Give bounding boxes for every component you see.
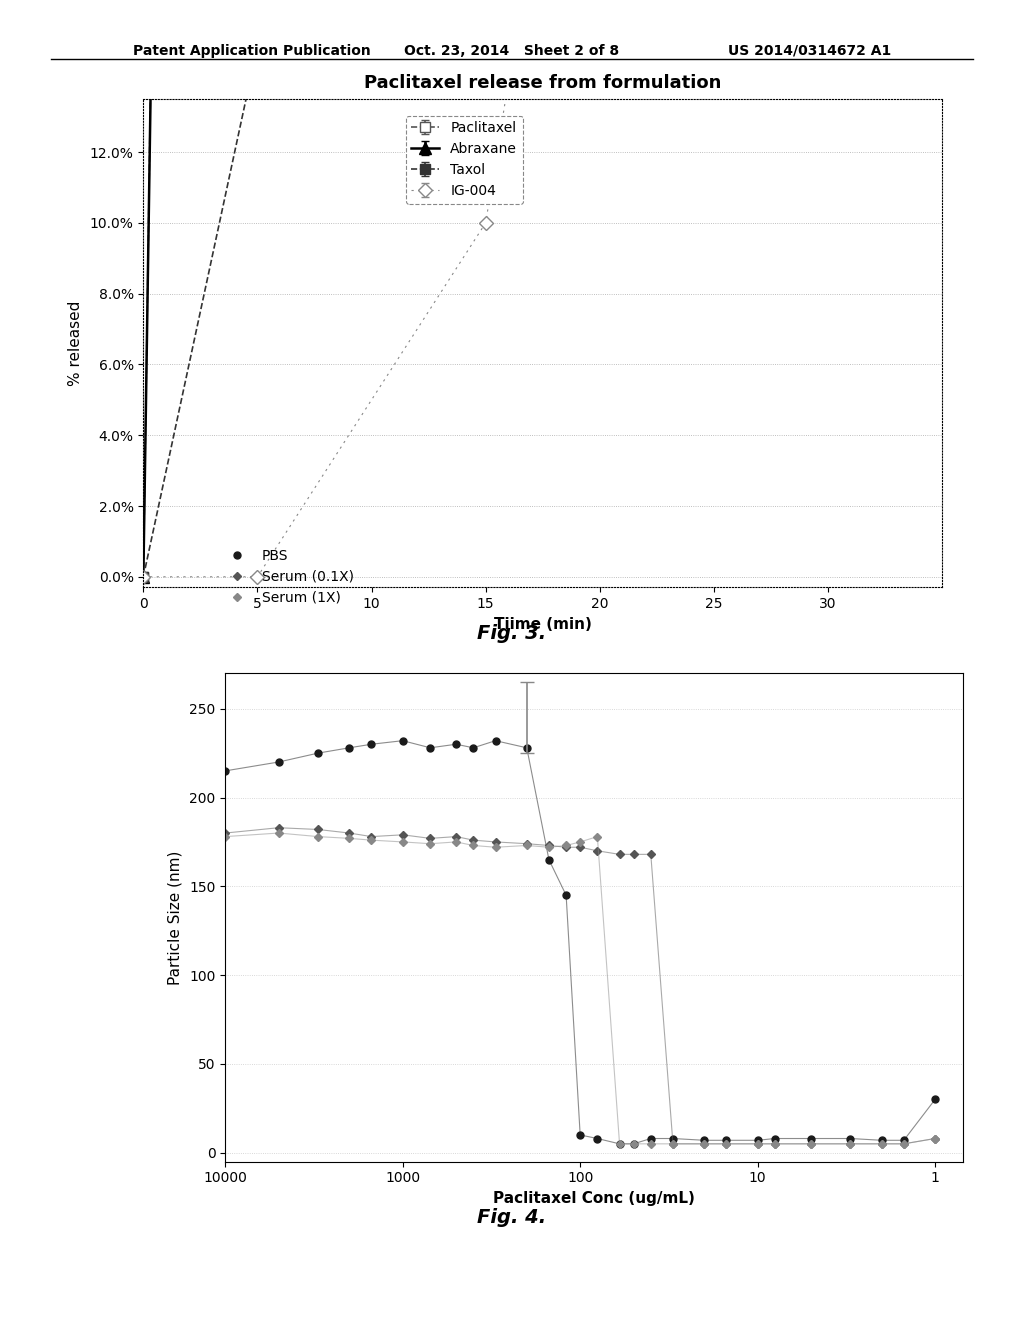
PBS <box>876 1133 888 1148</box>
Serum (1X) <box>898 1137 910 1152</box>
Y-axis label: % released: % released <box>68 301 83 385</box>
Serum (1X) <box>450 834 462 850</box>
Serum (0.1X) <box>876 1137 888 1152</box>
Serum (1X) <box>343 830 355 846</box>
Serum (1X) <box>769 1137 781 1152</box>
PBS <box>343 741 355 756</box>
PBS <box>467 741 479 756</box>
Serum (0.1X) <box>591 843 603 859</box>
X-axis label: Tiime (min): Tiime (min) <box>494 616 592 632</box>
Serum (1X) <box>698 1137 711 1152</box>
Serum (1X) <box>720 1137 732 1152</box>
PBS <box>560 887 572 903</box>
PBS <box>645 1131 657 1147</box>
PBS <box>424 741 436 756</box>
Line: PBS: PBS <box>222 737 939 1147</box>
Line: Serum (0.1X): Serum (0.1X) <box>222 825 938 1147</box>
Serum (1X) <box>613 1137 626 1152</box>
Serum (1X) <box>312 829 325 845</box>
PBS <box>272 754 285 770</box>
Serum (1X) <box>543 840 555 855</box>
Line: Serum (1X): Serum (1X) <box>222 830 938 1147</box>
Serum (0.1X) <box>844 1137 856 1152</box>
PBS <box>543 851 555 867</box>
X-axis label: Paclitaxel Conc (ug/mL): Paclitaxel Conc (ug/mL) <box>493 1191 695 1206</box>
Serum (0.1X) <box>752 1137 764 1152</box>
PBS <box>667 1131 679 1147</box>
Serum (0.1X) <box>312 821 325 837</box>
Serum (0.1X) <box>272 820 285 836</box>
Text: US 2014/0314672 A1: US 2014/0314672 A1 <box>728 44 891 58</box>
PBS <box>219 763 231 779</box>
Serum (0.1X) <box>219 825 231 841</box>
PBS <box>698 1133 711 1148</box>
Serum (0.1X) <box>467 832 479 847</box>
PBS <box>312 746 325 762</box>
Serum (1X) <box>876 1137 888 1152</box>
PBS <box>769 1131 781 1147</box>
Serum (0.1X) <box>769 1137 781 1152</box>
Serum (1X) <box>560 838 572 854</box>
PBS <box>396 733 409 748</box>
PBS <box>898 1133 910 1148</box>
Serum (1X) <box>752 1137 764 1152</box>
PBS <box>574 1127 587 1143</box>
Serum (0.1X) <box>667 1137 679 1152</box>
Serum (1X) <box>929 1131 941 1147</box>
PBS <box>591 1131 603 1147</box>
Serum (0.1X) <box>450 829 462 845</box>
Serum (0.1X) <box>628 846 640 862</box>
Legend: Paclitaxel, Abraxane, Taxol, IG-004: Paclitaxel, Abraxane, Taxol, IG-004 <box>406 116 523 203</box>
Serum (0.1X) <box>366 829 378 845</box>
PBS <box>844 1131 856 1147</box>
Title: Paclitaxel release from formulation: Paclitaxel release from formulation <box>365 74 721 92</box>
Serum (1X) <box>805 1137 817 1152</box>
Serum (1X) <box>574 834 587 850</box>
Serum (1X) <box>272 825 285 841</box>
Legend: PBS, Serum (0.1X), Serum (1X): PBS, Serum (0.1X), Serum (1X) <box>217 544 359 610</box>
Text: Oct. 23, 2014   Sheet 2 of 8: Oct. 23, 2014 Sheet 2 of 8 <box>404 44 620 58</box>
PBS <box>489 733 502 748</box>
Serum (1X) <box>489 840 502 855</box>
Serum (1X) <box>424 836 436 851</box>
Serum (1X) <box>628 1137 640 1152</box>
Serum (0.1X) <box>520 836 532 851</box>
PBS <box>520 741 532 756</box>
Text: Fig. 3.: Fig. 3. <box>477 624 547 643</box>
Serum (0.1X) <box>805 1137 817 1152</box>
Serum (0.1X) <box>343 825 355 841</box>
Serum (0.1X) <box>929 1131 941 1147</box>
Serum (0.1X) <box>424 830 436 846</box>
Serum (1X) <box>219 829 231 845</box>
PBS <box>805 1131 817 1147</box>
Serum (1X) <box>366 832 378 847</box>
Serum (1X) <box>520 838 532 854</box>
Y-axis label: Particle Size (nm): Particle Size (nm) <box>167 850 182 985</box>
Serum (0.1X) <box>898 1137 910 1152</box>
PBS <box>720 1133 732 1148</box>
Serum (0.1X) <box>698 1137 711 1152</box>
Serum (0.1X) <box>543 838 555 854</box>
PBS <box>366 737 378 752</box>
Serum (0.1X) <box>489 834 502 850</box>
Serum (0.1X) <box>645 846 657 862</box>
Serum (1X) <box>467 838 479 854</box>
Serum (0.1X) <box>574 840 587 855</box>
Serum (0.1X) <box>613 846 626 862</box>
Serum (0.1X) <box>560 840 572 855</box>
PBS <box>752 1133 764 1148</box>
Serum (1X) <box>591 829 603 845</box>
Text: Fig. 4.: Fig. 4. <box>477 1208 547 1226</box>
PBS <box>450 737 462 752</box>
Serum (0.1X) <box>396 826 409 842</box>
PBS <box>628 1137 640 1152</box>
Serum (0.1X) <box>720 1137 732 1152</box>
Serum (1X) <box>844 1137 856 1152</box>
Serum (1X) <box>396 834 409 850</box>
Text: Patent Application Publication: Patent Application Publication <box>133 44 371 58</box>
Serum (1X) <box>645 1137 657 1152</box>
PBS <box>613 1137 626 1152</box>
PBS <box>929 1092 941 1107</box>
Serum (1X) <box>667 1137 679 1152</box>
